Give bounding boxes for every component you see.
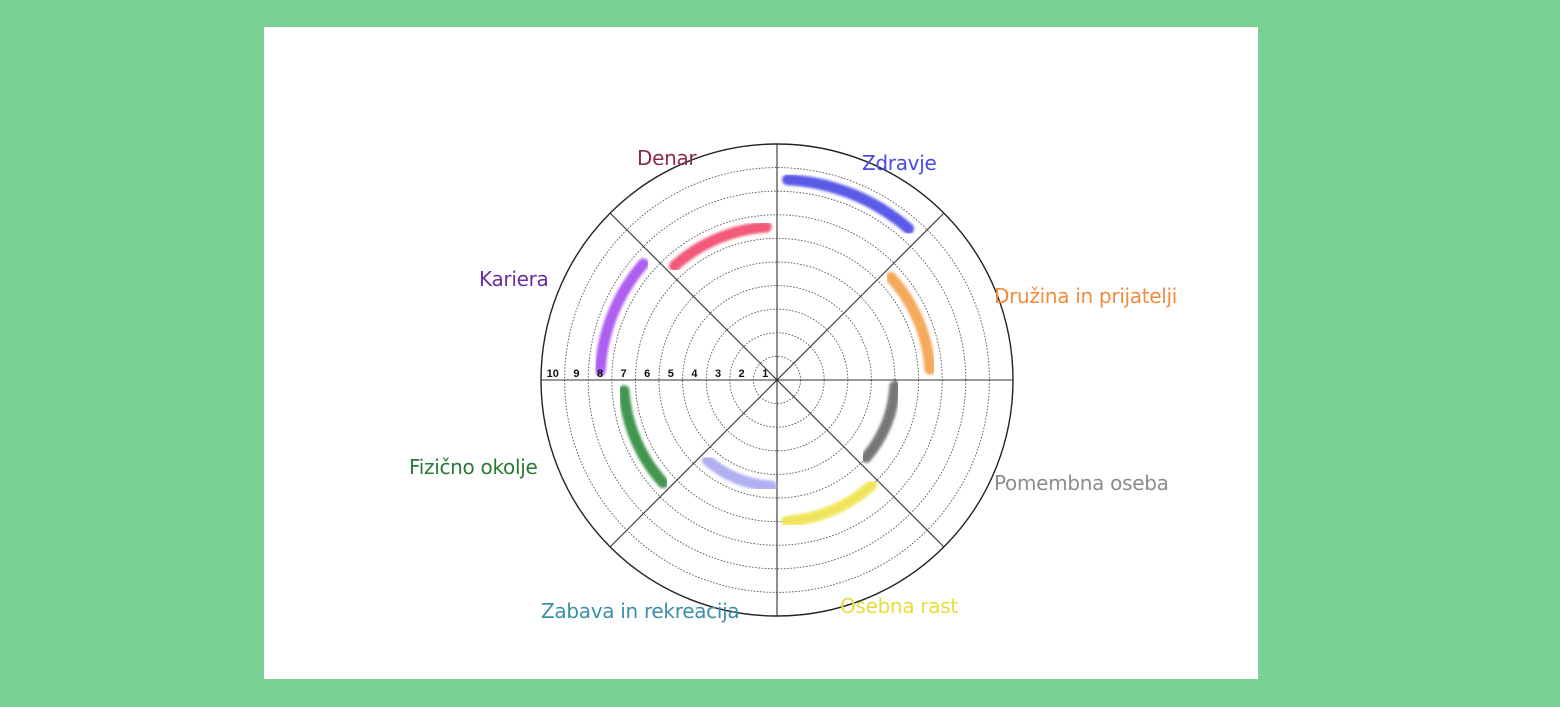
scale-label-4: 4: [691, 368, 698, 380]
segment-label-osebna-rast: Osebna rast: [840, 594, 958, 618]
score-arc-3: [781, 479, 878, 527]
scale-label-2: 2: [739, 368, 745, 380]
scale-label-5: 5: [668, 368, 674, 380]
score-arc-6: [594, 258, 649, 377]
life-wheel-diagram: 10 9 8 7 6 5 4 3 2 1: [540, 143, 1014, 617]
score-arc-1: [885, 271, 936, 375]
wheel-spokes: [541, 144, 1013, 616]
score-arc-0: [782, 174, 915, 235]
spoke-3: [609, 212, 945, 548]
score-arcs: [594, 174, 936, 527]
score-arc-7: [668, 221, 772, 272]
segment-label-zdravje: Zdravje: [862, 151, 937, 175]
scale-labels: 10 9 8 7 6 5 4 3 2 1: [547, 368, 769, 380]
segment-label-zabava: Zabava in rekreacija: [541, 599, 740, 623]
segment-label-fizicno-okolje: Fizično okolje: [409, 455, 538, 479]
wheel-card: 10 9 8 7 6 5 4 3 2 1 Zdravje Družina in prijatelj…: [264, 27, 1258, 679]
scale-label-7: 7: [621, 368, 627, 380]
segment-label-kariera: Kariera: [479, 267, 549, 291]
score-arc-4: [701, 454, 777, 492]
score-arc-5: [618, 385, 669, 489]
scale-label-6: 6: [644, 368, 650, 380]
scale-label-9: 9: [573, 368, 579, 380]
segment-label-pomembna-oseba: Pomembna oseba: [994, 471, 1169, 495]
score-arc-2: [860, 380, 901, 463]
scale-label-8: 8: [597, 368, 603, 380]
scale-label-10: 10: [547, 368, 559, 380]
segment-label-druzina: Družina in prijatelji: [994, 284, 1178, 308]
scale-label-3: 3: [715, 368, 721, 380]
scale-label-1: 1: [762, 368, 768, 380]
segment-label-denar: Denar: [637, 146, 697, 170]
